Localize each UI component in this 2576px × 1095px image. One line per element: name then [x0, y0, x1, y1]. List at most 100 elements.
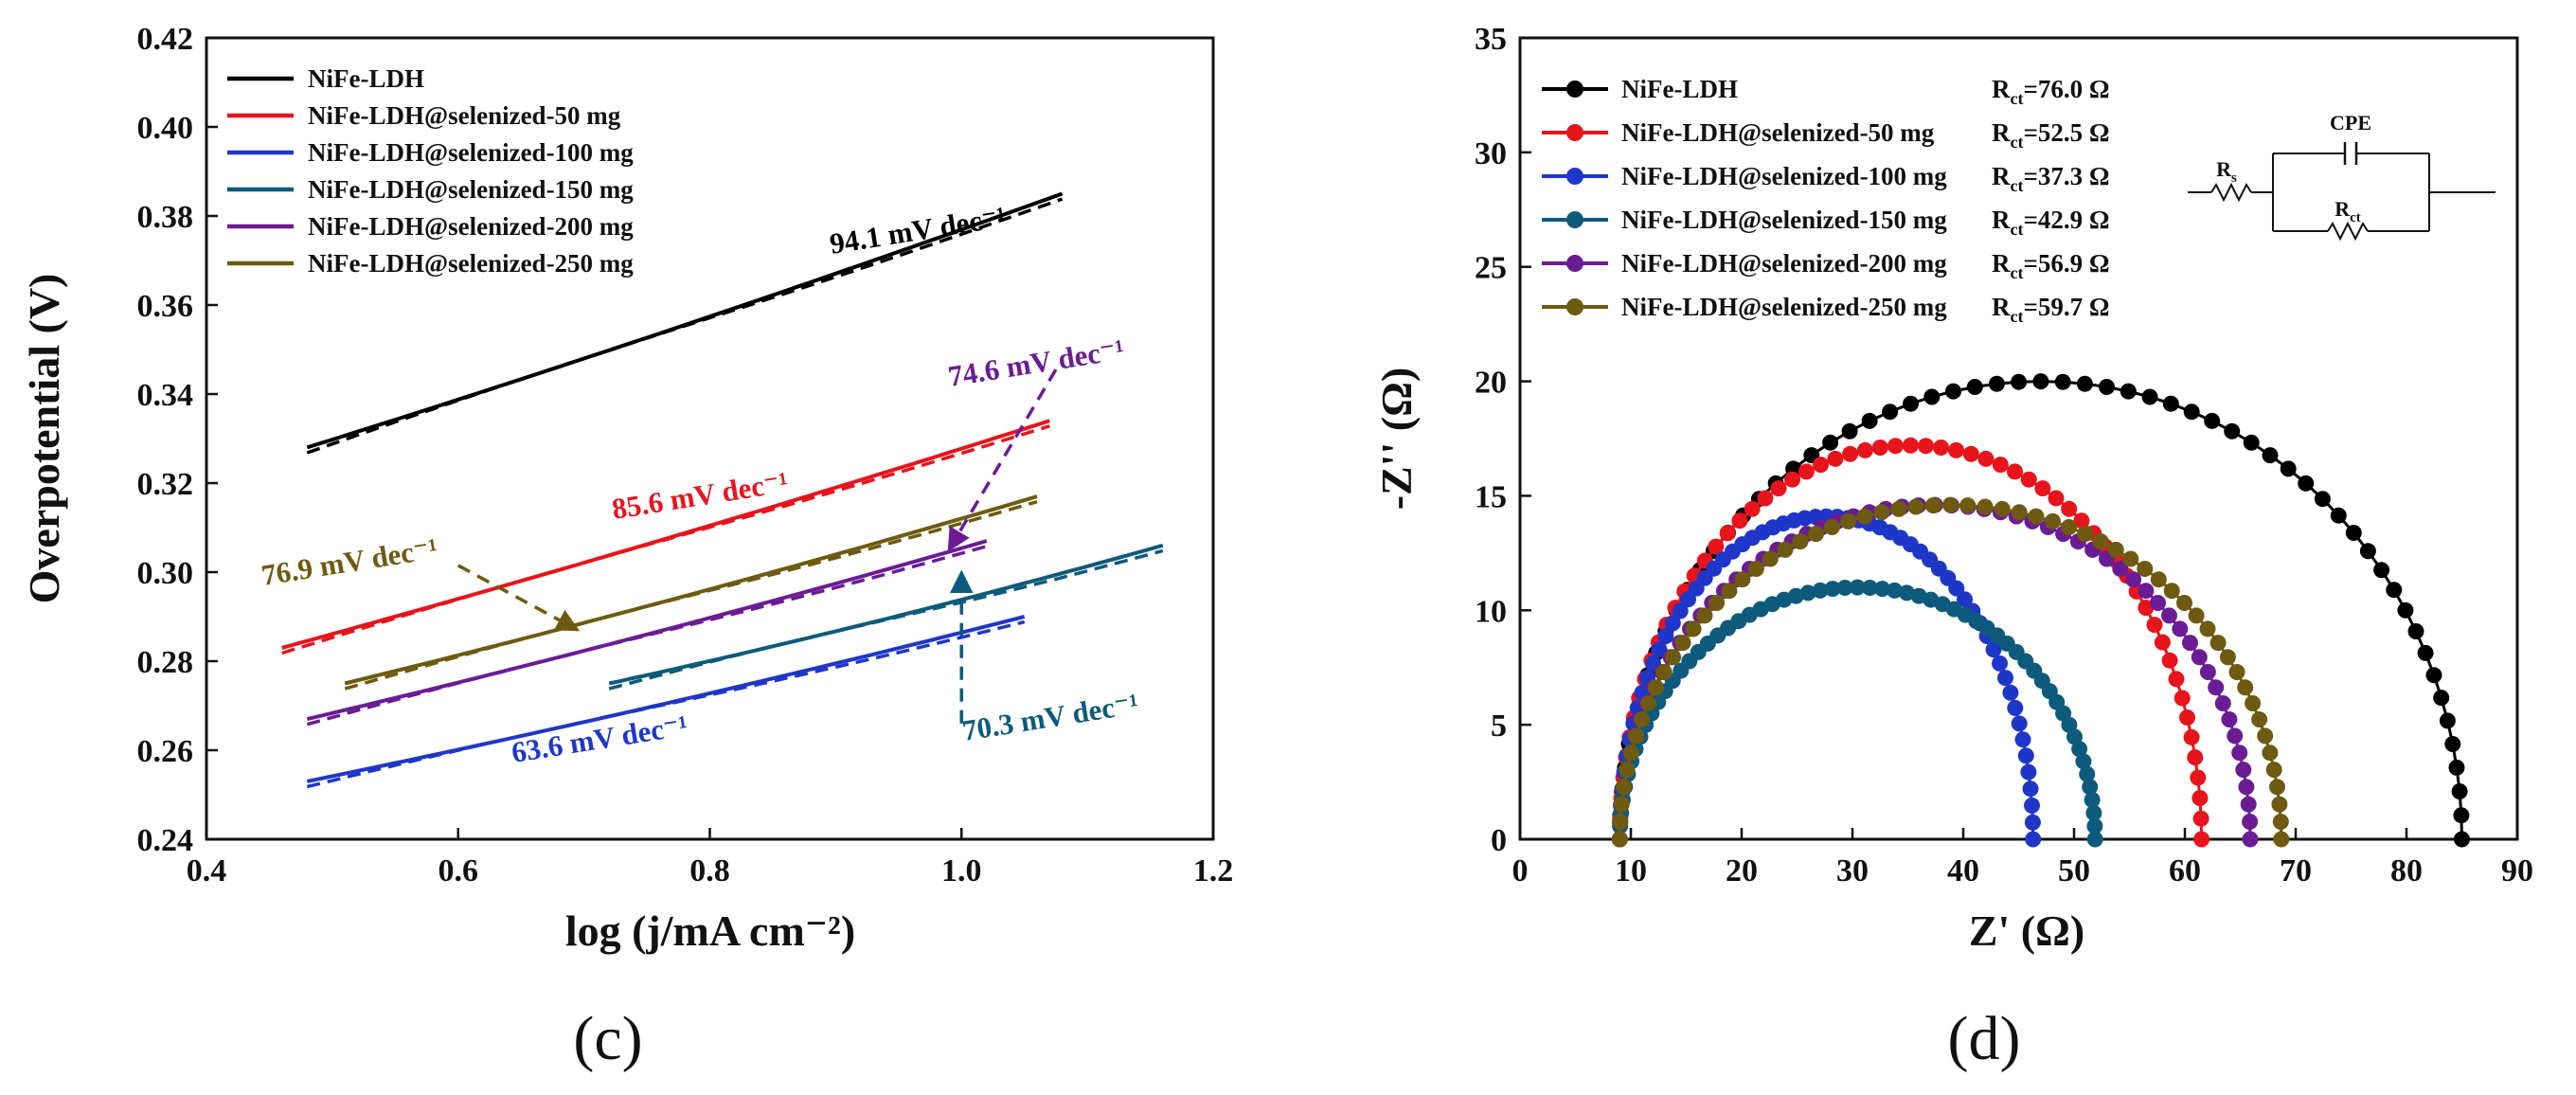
legend-label: NiFe-LDH@selenized-200 mg: [1621, 249, 1947, 278]
legend-rct-value: Rct=37.3 Ω: [1992, 162, 2110, 195]
data-point: [1907, 498, 1924, 515]
data-point: [2092, 533, 2109, 550]
x-axis-label: Z' (Ω): [1969, 907, 2084, 955]
data-point: [1992, 457, 2009, 474]
data-point: [2162, 395, 2179, 412]
data-point: [2238, 779, 2255, 796]
data-point: [1948, 580, 1965, 597]
data-point: [2011, 504, 2028, 521]
data-point: [1942, 496, 1959, 513]
data-point: [1903, 395, 1919, 412]
legend-marker: [1566, 168, 1583, 185]
data-point: [2214, 695, 2231, 711]
data-point: [2221, 711, 2238, 727]
data-point: [2262, 447, 2279, 464]
y-tick-label: 0.30: [137, 556, 194, 591]
x-tick-label: 0.4: [187, 853, 227, 889]
data-point: [2243, 434, 2260, 451]
data-point: [1861, 580, 1878, 596]
data-point: [2271, 796, 2288, 813]
x-tick-label: 50: [2058, 853, 2090, 889]
legend-label: NiFe-LDH@selenized-250 mg: [1621, 293, 1947, 321]
rs-resistor: [2210, 182, 2252, 203]
data-point: [2082, 779, 2099, 796]
legend-label: NiFe-LDH@selenized-250 mg: [308, 249, 634, 278]
data-point: [1634, 711, 1650, 727]
data-point: [1612, 814, 1629, 830]
slope-annotation: 76.9 mV dec⁻¹: [259, 531, 440, 592]
data-point: [1744, 500, 1761, 517]
y-tick-label: 30: [1475, 136, 1507, 171]
data-point: [1708, 595, 1726, 611]
data-point: [2077, 526, 2094, 543]
data-point: [2086, 831, 2103, 848]
data-point: [2397, 601, 2414, 619]
data-point: [1708, 538, 1725, 555]
data-point: [2262, 745, 2279, 762]
legend-label: NiFe-LDH: [308, 64, 424, 93]
legend-label: NiFe-LDH@selenized-100 mg: [1621, 162, 1947, 190]
data-point: [1651, 641, 1668, 658]
y-tick-label: 0.28: [137, 645, 194, 680]
slope-annotation: 70.3 mV dec⁻¹: [960, 687, 1141, 747]
data-point: [2182, 635, 2198, 652]
data-point: [2017, 747, 2034, 764]
x-tick-label: 60: [2169, 853, 2201, 889]
x-tick-label: 1.2: [1193, 853, 1234, 889]
data-point: [2176, 595, 2192, 611]
y-tick-label: 0.24: [137, 823, 194, 858]
data-point: [1665, 649, 1682, 666]
data-point: [2417, 644, 2434, 661]
y-axis-label: -Z'' (Ω): [1372, 368, 1421, 511]
y-tick-label: 0: [1491, 823, 1507, 858]
equivalent-circuit: CPE Rs Rct: [2188, 111, 2496, 242]
legend-marker: [1566, 298, 1583, 315]
data-point: [1836, 580, 1853, 596]
y-tick-label: 0.40: [137, 111, 194, 146]
data-point: [1731, 512, 1748, 530]
data-point: [2034, 480, 2051, 497]
data-point: [1918, 438, 1934, 455]
x-tick-label: 1.0: [941, 853, 982, 889]
fit-line: [306, 197, 1064, 455]
data-point: [2122, 550, 2139, 567]
x-axis-label: log (j/mA cm⁻²): [565, 907, 855, 955]
data-point: [1696, 607, 1713, 624]
data-point: [2045, 512, 2061, 530]
data-point: [2161, 607, 2177, 624]
x-tick-label: 0.6: [438, 853, 479, 889]
data-point: [1994, 500, 2011, 517]
data-point: [1808, 526, 1824, 543]
y-tick-label: 5: [1491, 709, 1507, 744]
data-point: [1887, 438, 1904, 455]
data-point: [1784, 471, 1800, 488]
data-point: [1770, 480, 1787, 497]
data-point: [2433, 690, 2450, 707]
data-point: [1674, 635, 1691, 652]
data-point: [1619, 762, 1636, 779]
data-line: [306, 539, 988, 722]
legend-marker: [1566, 211, 1583, 228]
fit-line: [306, 619, 1026, 789]
data-line: [306, 615, 1026, 783]
x-tick-label: 70: [2280, 853, 2312, 889]
data-point: [2199, 620, 2216, 637]
data-point: [2272, 814, 2289, 830]
y-tick-label: 35: [1475, 22, 1507, 57]
x-tick-label: 40: [1947, 853, 1979, 889]
data-point: [2199, 664, 2216, 680]
data-point: [2107, 541, 2124, 558]
data-point: [2231, 745, 2248, 762]
y-tick-label: 0.42: [137, 22, 194, 57]
data-point: [2146, 617, 2163, 634]
data-point: [2298, 475, 2315, 492]
data-point: [1945, 383, 1961, 400]
data-point: [2219, 649, 2236, 666]
annotation-arrow: [947, 368, 1058, 552]
data-point: [1647, 679, 1664, 696]
data-point: [1861, 412, 1878, 429]
data-point: [2020, 471, 2037, 488]
data-point: [1962, 445, 1979, 462]
x-tick-label: 90: [2501, 853, 2533, 889]
data-point: [2188, 607, 2205, 624]
